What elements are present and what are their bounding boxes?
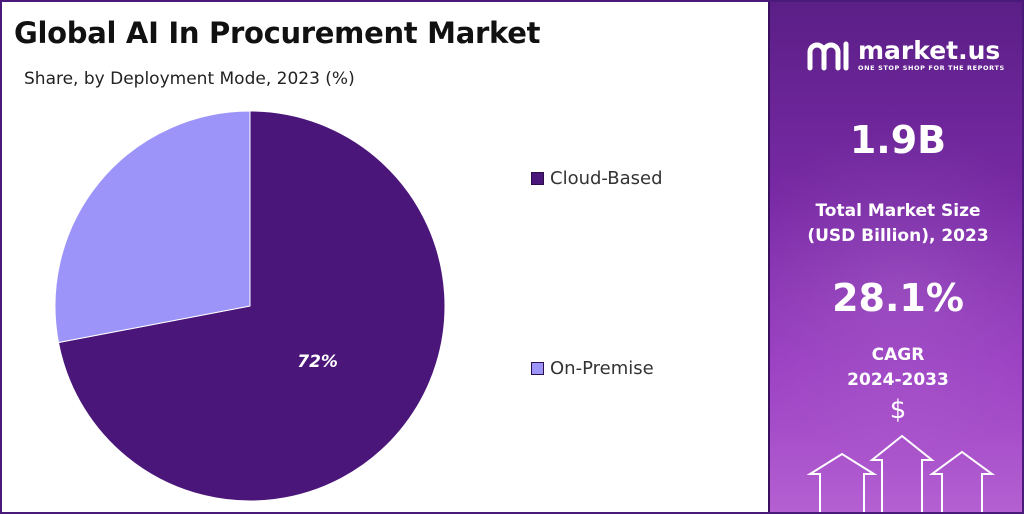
legend-swatch-on-premise <box>531 362 544 375</box>
stats-panel: market.us ONE STOP SHOP FOR THE REPORTS … <box>768 2 1022 512</box>
market-size-value: 1.9B <box>849 118 947 162</box>
chart-title: Global AI In Procurement Market <box>14 16 541 50</box>
cagr-value: 28.1% <box>832 276 964 320</box>
market-size-label-line2: (USD Billion), 2023 <box>807 226 989 246</box>
pie-chart: 72% <box>54 110 446 502</box>
legend-label-cloud-based: Cloud-Based <box>550 168 663 189</box>
legend-item-cloud-based: Cloud-Based <box>531 168 663 189</box>
chart-panel: Global AI In Procurement Market Share, b… <box>2 2 768 512</box>
brand-name: market.us <box>858 36 1001 65</box>
legend-swatch-cloud-based <box>531 172 544 185</box>
cagr-label: CAGR <box>871 345 925 365</box>
cagr-period: 2024-2033 <box>847 370 949 390</box>
dollar-icon: $ <box>889 395 907 425</box>
market-us-logo-icon <box>807 41 849 71</box>
pie-slice-cloud-based <box>57 110 446 502</box>
legend-item-on-premise: On-Premise <box>531 358 654 379</box>
market-size-label-line1: Total Market Size <box>815 201 981 221</box>
brand-logo: market.us ONE STOP SHOP FOR THE REPORTS <box>806 38 1005 72</box>
chart-subtitle: Share, by Deployment Mode, 2023 (%) <box>24 69 355 89</box>
brand-tagline: ONE STOP SHOP FOR THE REPORTS <box>858 64 1005 72</box>
pie-label-cloud-based: 72% <box>297 352 338 372</box>
growth-arrows-icon <box>806 434 996 512</box>
pie-slice-on-premise <box>54 110 251 344</box>
legend-label-on-premise: On-Premise <box>550 358 654 379</box>
